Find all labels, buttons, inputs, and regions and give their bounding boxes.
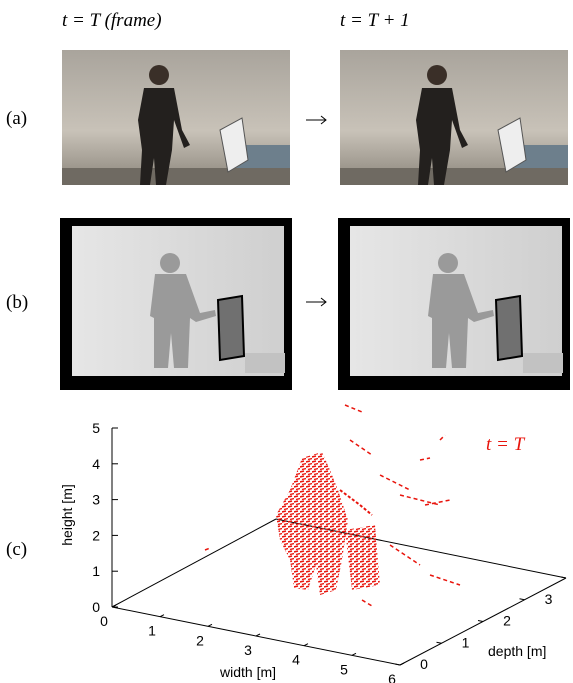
tick-mark bbox=[208, 624, 212, 626]
tick-mark bbox=[520, 599, 525, 600]
depth-frame bbox=[60, 218, 292, 390]
row-label: (a) bbox=[6, 108, 27, 129]
tick-label: 5 bbox=[92, 420, 100, 436]
rgb-frame bbox=[62, 50, 290, 185]
row-label: (b) bbox=[6, 292, 28, 313]
depth-frame bbox=[338, 218, 570, 390]
tick-mark bbox=[160, 615, 164, 617]
tick-label: 2 bbox=[503, 613, 511, 629]
tick-label: 4 bbox=[92, 456, 100, 472]
tick-label: 6 bbox=[388, 671, 396, 683]
tick-mark bbox=[304, 644, 308, 646]
arrow bbox=[306, 116, 326, 306]
tick-label: 3 bbox=[545, 591, 553, 607]
tick-label: 4 bbox=[292, 652, 300, 668]
tick-mark bbox=[256, 634, 260, 636]
row-label: (c) bbox=[6, 539, 27, 560]
tick-mark bbox=[561, 577, 566, 578]
tick-label: 0 bbox=[100, 613, 108, 629]
tick-mark bbox=[352, 653, 356, 655]
tick-mark bbox=[478, 621, 483, 622]
axis-label: height [m] bbox=[59, 484, 75, 545]
tick-label: 0 bbox=[420, 656, 428, 672]
tick-label: 3 bbox=[244, 642, 252, 658]
rgb-frame bbox=[340, 50, 568, 185]
column-header: t = T (frame) bbox=[62, 10, 162, 31]
point-cloud bbox=[205, 405, 460, 606]
axis-label: depth [m] bbox=[488, 643, 546, 659]
tick-label: 0 bbox=[92, 599, 100, 615]
tick-label: 5 bbox=[340, 661, 348, 677]
tick-label: 3 bbox=[92, 492, 100, 508]
tick-mark bbox=[395, 664, 400, 665]
axis-label: width [m] bbox=[219, 664, 276, 680]
plot-annotation: t = T bbox=[486, 434, 526, 455]
tick-mark bbox=[400, 663, 404, 665]
tick-label: 1 bbox=[148, 623, 156, 639]
column-header: t = T + 1 bbox=[340, 10, 410, 31]
tick-label: 1 bbox=[92, 563, 100, 579]
tick-mark bbox=[437, 642, 442, 643]
figure: t = T (frame) t = T + 1 (a) (b) (c) t = … bbox=[0, 0, 573, 683]
tick-label: 2 bbox=[92, 527, 100, 543]
tick-label: 1 bbox=[462, 634, 470, 650]
tick-label: 2 bbox=[196, 632, 204, 648]
